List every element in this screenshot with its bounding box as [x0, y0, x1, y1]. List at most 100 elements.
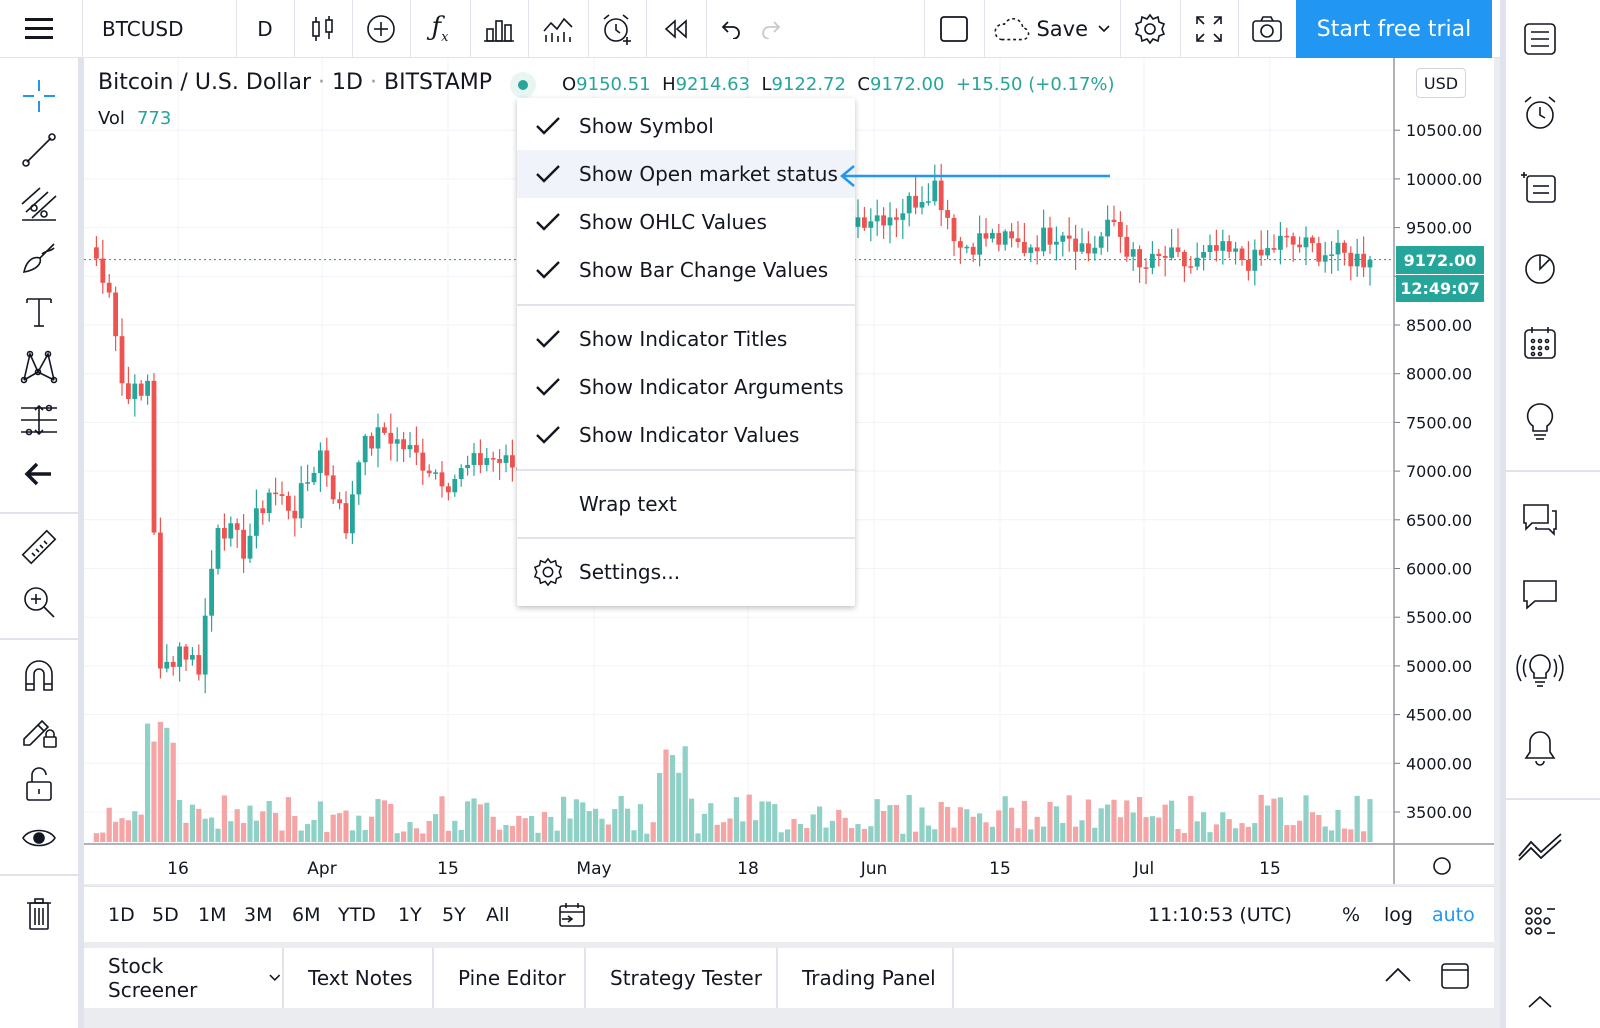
ideas-button[interactable]: [1512, 396, 1568, 446]
prediction-tool[interactable]: [14, 398, 64, 442]
top-toolbar: BTCUSD D ƒx Save: [0, 0, 1600, 58]
interval-button[interactable]: D: [257, 17, 273, 41]
currency-button[interactable]: USD: [1416, 68, 1466, 98]
volume-bar: [772, 804, 778, 842]
indicators-button[interactable]: ƒx: [412, 0, 468, 58]
text-tool[interactable]: [14, 290, 64, 334]
fib-tool[interactable]: [14, 182, 64, 226]
fullscreen-button[interactable]: [1182, 0, 1236, 58]
market-open-icon: [518, 80, 528, 90]
undo-button[interactable]: [708, 0, 752, 58]
volume-bar: [797, 823, 803, 842]
lock-all-tool[interactable]: [14, 762, 64, 806]
range-button-all[interactable]: All: [486, 904, 510, 926]
symbol-search[interactable]: BTCUSD: [102, 17, 184, 41]
menu-item-show-indicator-values[interactable]: Show Indicator Values: [517, 411, 855, 459]
market-status-indicator[interactable]: [510, 72, 536, 98]
auto-toggle[interactable]: auto: [1432, 904, 1475, 926]
volume-bar: [1034, 816, 1040, 842]
chats-button[interactable]: [1512, 494, 1568, 544]
magnet-tool[interactable]: [14, 654, 64, 698]
streams-button[interactable]: [1512, 570, 1568, 620]
crosshair-tool[interactable]: [14, 74, 64, 118]
brush-tool[interactable]: [14, 236, 64, 280]
lock-drawing-tool[interactable]: [14, 708, 64, 752]
redo-button[interactable]: [750, 0, 794, 58]
range-button-ytd[interactable]: YTD: [338, 904, 376, 926]
tab-strategy-tester[interactable]: Strategy Tester: [586, 948, 778, 1008]
delete-drawings-tool[interactable]: [14, 892, 64, 936]
data-window-button[interactable]: [1512, 162, 1568, 212]
utc-clock[interactable]: 11:10:53 (UTC): [1148, 904, 1292, 926]
hotlists-button[interactable]: [1512, 244, 1568, 294]
chart-type-button[interactable]: [296, 0, 350, 58]
range-button-5d[interactable]: 5D: [152, 904, 179, 926]
menu-item-show-ohlc[interactable]: Show OHLC Values: [517, 198, 855, 246]
candle-body: [1233, 248, 1238, 252]
menu-item-show-market-status[interactable]: Show Open market status: [517, 150, 855, 198]
range-button-6m[interactable]: 6M: [292, 904, 321, 926]
candle-body: [138, 383, 144, 396]
start-trial-button[interactable]: Start free trial: [1296, 0, 1492, 58]
ruler-tool[interactable]: [14, 526, 64, 570]
order-panel-button[interactable]: [1512, 896, 1568, 946]
back-arrow-button[interactable]: [14, 452, 64, 496]
range-button-3m[interactable]: 3M: [244, 904, 273, 926]
candle-body: [119, 336, 125, 384]
menu-item-show-indicator-arguments[interactable]: Show Indicator Arguments: [517, 363, 855, 411]
calendar-button[interactable]: [1512, 318, 1568, 368]
candle-body: [1054, 241, 1059, 245]
notifications-button[interactable]: [1512, 722, 1568, 772]
menu-item-wrap-text[interactable]: Wrap text: [579, 492, 677, 516]
financials-button[interactable]: [472, 0, 526, 58]
save-button[interactable]: Save: [988, 0, 1088, 58]
compare-button[interactable]: [354, 0, 408, 58]
tab-text-notes[interactable]: Text Notes: [284, 948, 434, 1008]
volume-bar: [298, 830, 304, 842]
templates-button[interactable]: [530, 0, 586, 58]
goto-date-button[interactable]: [558, 887, 598, 943]
watchlist-button[interactable]: [1512, 14, 1568, 64]
symbol-legend[interactable]: Bitcoin / U.S. Dollar · 1D · BITSTAMP: [98, 70, 492, 95]
log-toggle[interactable]: log: [1384, 904, 1413, 926]
menu-item-show-bar-change[interactable]: Show Bar Change Values: [517, 246, 855, 294]
range-button-5y[interactable]: 5Y: [442, 904, 466, 926]
trading-button[interactable]: [1512, 822, 1568, 872]
menu-item-show-indicator-titles[interactable]: Show Indicator Titles: [517, 315, 855, 363]
zoom-tool[interactable]: [14, 580, 64, 624]
range-button-1y[interactable]: 1Y: [398, 904, 422, 926]
menu-button[interactable]: [14, 0, 64, 58]
save-dropdown-button[interactable]: [1090, 0, 1118, 58]
menu-item-show-symbol[interactable]: Show Symbol: [517, 102, 855, 150]
trendline-tool[interactable]: [14, 128, 64, 172]
chart-settings-button[interactable]: [1122, 0, 1178, 58]
collapse-panel-button[interactable]: [1384, 966, 1412, 988]
volume-bar: [1079, 820, 1085, 842]
percent-toggle[interactable]: %: [1342, 904, 1361, 926]
broadcast-ideas-button[interactable]: [1512, 646, 1568, 696]
volume-bar: [644, 833, 650, 842]
range-button-1d[interactable]: 1D: [108, 904, 135, 926]
chevron-up-icon: [1528, 995, 1552, 1008]
pattern-tool[interactable]: [14, 344, 64, 388]
drawing-toolbar: [0, 58, 78, 1028]
tab-pine-editor[interactable]: Pine Editor: [434, 948, 586, 1008]
alert-button[interactable]: [590, 0, 644, 58]
snapshot-button[interactable]: [1240, 0, 1294, 58]
alerts-button[interactable]: [1512, 88, 1568, 138]
volume-bar: [849, 828, 855, 842]
volume-bar: [497, 829, 503, 842]
legend-interval: 1D: [332, 70, 363, 95]
layout-button[interactable]: [926, 0, 982, 58]
menu-item-settings[interactable]: Settings...: [517, 548, 855, 596]
range-button-1m[interactable]: 1M: [198, 904, 227, 926]
volume-legend[interactable]: Vol 773: [98, 108, 171, 129]
more-button[interactable]: [1512, 976, 1568, 1026]
replay-button[interactable]: [648, 0, 704, 58]
tab-trading-panel[interactable]: Trading Panel: [778, 948, 954, 1008]
tab-stock-screener[interactable]: Stock Screener: [84, 948, 284, 1008]
maximize-panel-button[interactable]: [1440, 962, 1470, 994]
low-value: 9122.72: [771, 74, 846, 95]
candle-body: [1041, 227, 1046, 252]
hide-drawings-tool[interactable]: [14, 816, 64, 860]
